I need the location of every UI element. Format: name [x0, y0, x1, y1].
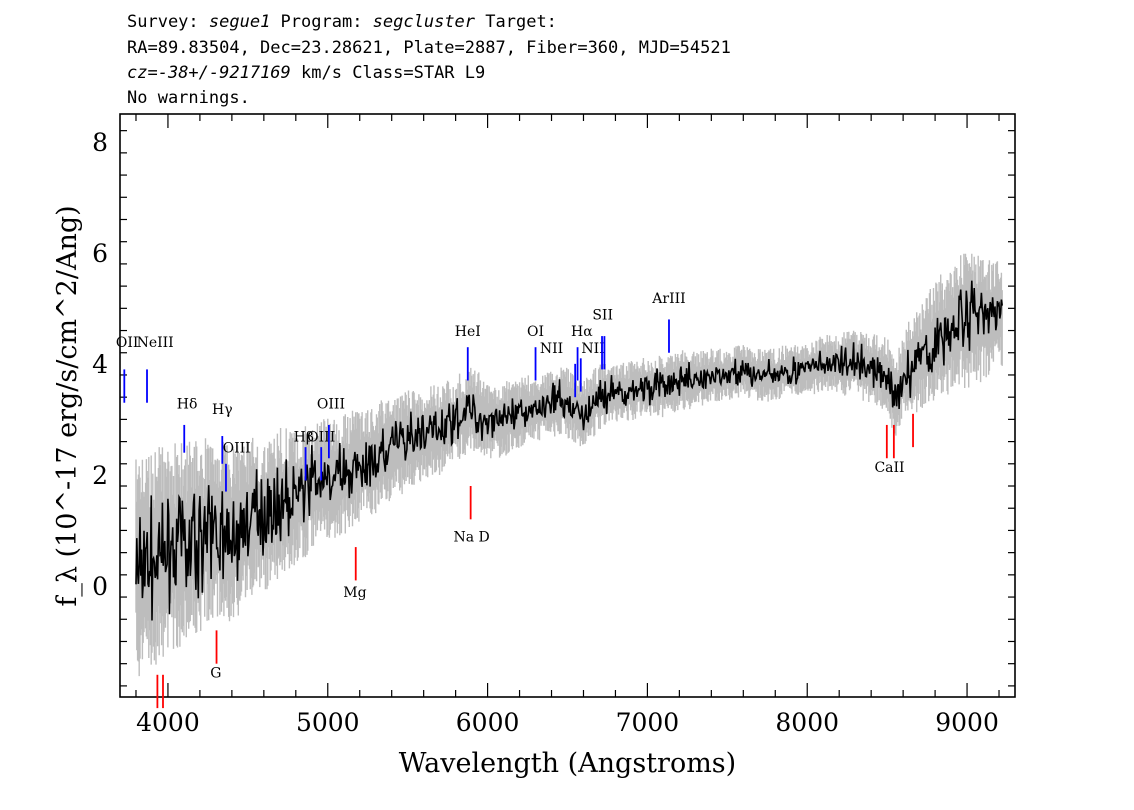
header-line-4: No warnings.: [127, 88, 250, 108]
header-survey-label: Survey:: [127, 12, 209, 32]
emission-line-label: NII: [581, 341, 604, 357]
y-tick-label: 0: [92, 572, 108, 601]
plot-frame: [119, 113, 1016, 698]
header-cz-value: -38+/-9217169: [157, 63, 291, 83]
header-survey-value: segue1: [208, 12, 271, 32]
emission-line-label: OIII: [307, 430, 335, 446]
emission-line-label: HeI: [455, 324, 481, 340]
emission-line-label: Hδ: [177, 396, 198, 412]
emission-line-label: Hγ: [212, 402, 233, 418]
x-tick-label: 6000: [456, 708, 520, 737]
flux-series: [135, 280, 1003, 621]
y-tick-label: 4: [92, 350, 108, 379]
header-program-value: segcluster: [372, 12, 476, 32]
x-tick-label: 7000: [616, 708, 680, 737]
header-target-label: Target:: [475, 12, 557, 32]
emission-line-label: OIII: [223, 441, 251, 457]
header-line-3: cz=-38+/-9217169 km/s Class=STAR L9: [127, 63, 485, 83]
y-axis-title: f_λ (10^-17 erg/s/cm^2/Ang): [52, 205, 83, 606]
emission-line-label: Hα: [571, 324, 593, 340]
header-line-1: Survey: segue1 Program: segcluster Targe…: [127, 12, 557, 32]
emission-line-label: SII: [592, 307, 613, 323]
emission-line-label: NII: [540, 341, 563, 357]
absorption-line-label: Na D: [453, 530, 489, 546]
header-cz-label: cz=: [127, 63, 158, 83]
x-axis-title: Wavelength (Angstroms): [399, 748, 736, 779]
x-tick-label: 4000: [136, 708, 200, 737]
emission-line-label: NeIII: [137, 335, 174, 351]
absorption-line-label: Mg: [343, 585, 366, 601]
header-class: km/s Class=STAR L9: [290, 63, 486, 83]
header-program-label: Program:: [270, 12, 373, 32]
emission-line-label: OII: [116, 335, 139, 351]
header-line-2: RA=89.83504, Dec=23.28621, Plate=2887, F…: [127, 38, 731, 58]
y-tick-label: 8: [92, 128, 108, 157]
absorption-line-label: CaII: [874, 460, 904, 476]
plot-area: [135, 253, 1003, 677]
y-tick-label: 2: [92, 461, 108, 490]
emission-line-label: Hβ: [294, 430, 314, 446]
error-series: [135, 253, 1003, 677]
x-tick-label: 8000: [775, 708, 839, 737]
emission-line-label: OI: [527, 324, 544, 340]
x-tick-label: 5000: [296, 708, 360, 737]
emission-line-label: OIII: [317, 396, 345, 412]
x-tick-label: 9000: [935, 708, 999, 737]
y-tick-label: 6: [92, 239, 108, 268]
emission-line-label: ArIII: [651, 291, 685, 307]
absorption-line-label: G: [210, 666, 221, 682]
